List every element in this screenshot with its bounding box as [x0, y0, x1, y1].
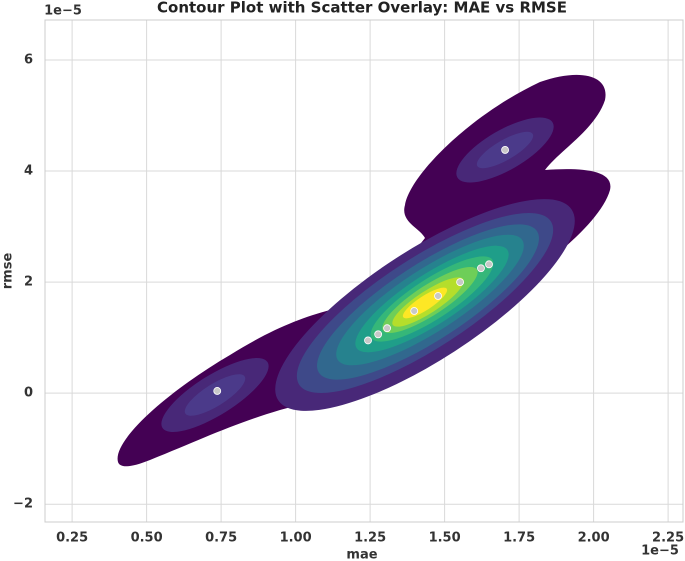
scatter-point: [501, 146, 509, 154]
x-offset-label: 1e−5: [641, 544, 679, 559]
x-tick-label: 0.75: [205, 531, 237, 546]
y-tick-label: 2: [24, 275, 33, 290]
y-tick-label: 6: [24, 52, 33, 67]
x-tick-label: 1.00: [280, 531, 312, 546]
scatter-point: [434, 292, 442, 300]
y-tick-label: −2: [13, 497, 33, 512]
x-axis-label: mae: [346, 548, 377, 561]
scatter-point: [383, 324, 391, 333]
contour-level: [184, 374, 246, 416]
y-tick-label: 4: [24, 164, 33, 179]
scatter-point: [213, 387, 222, 395]
scatter-point: [364, 336, 372, 345]
scatter-point: [410, 307, 419, 315]
y-offset-label: 1e−5: [44, 4, 82, 19]
x-tick-label: 1.50: [429, 531, 461, 546]
chart-title: Contour Plot with Scatter Overlay: MAE v…: [157, 0, 567, 17]
y-tick-label: 0: [24, 386, 33, 401]
scatter-point: [456, 278, 465, 287]
x-tick-label: 1.75: [503, 531, 535, 546]
points: [213, 146, 509, 395]
scatter-point: [374, 330, 383, 339]
x-tick-label: 2.00: [578, 531, 610, 546]
plot-frame: [44, 19, 684, 523]
y-axis-label: rmse: [1, 253, 16, 290]
x-tick-label: 1.25: [354, 531, 386, 546]
x-tick-label: 0.50: [131, 531, 163, 546]
scatter-point: [485, 260, 493, 269]
x-tick-label: 2.25: [652, 531, 684, 546]
contours: [117, 74, 611, 467]
scatter-point: [477, 264, 485, 273]
x-tick-label: 0.25: [56, 531, 88, 546]
